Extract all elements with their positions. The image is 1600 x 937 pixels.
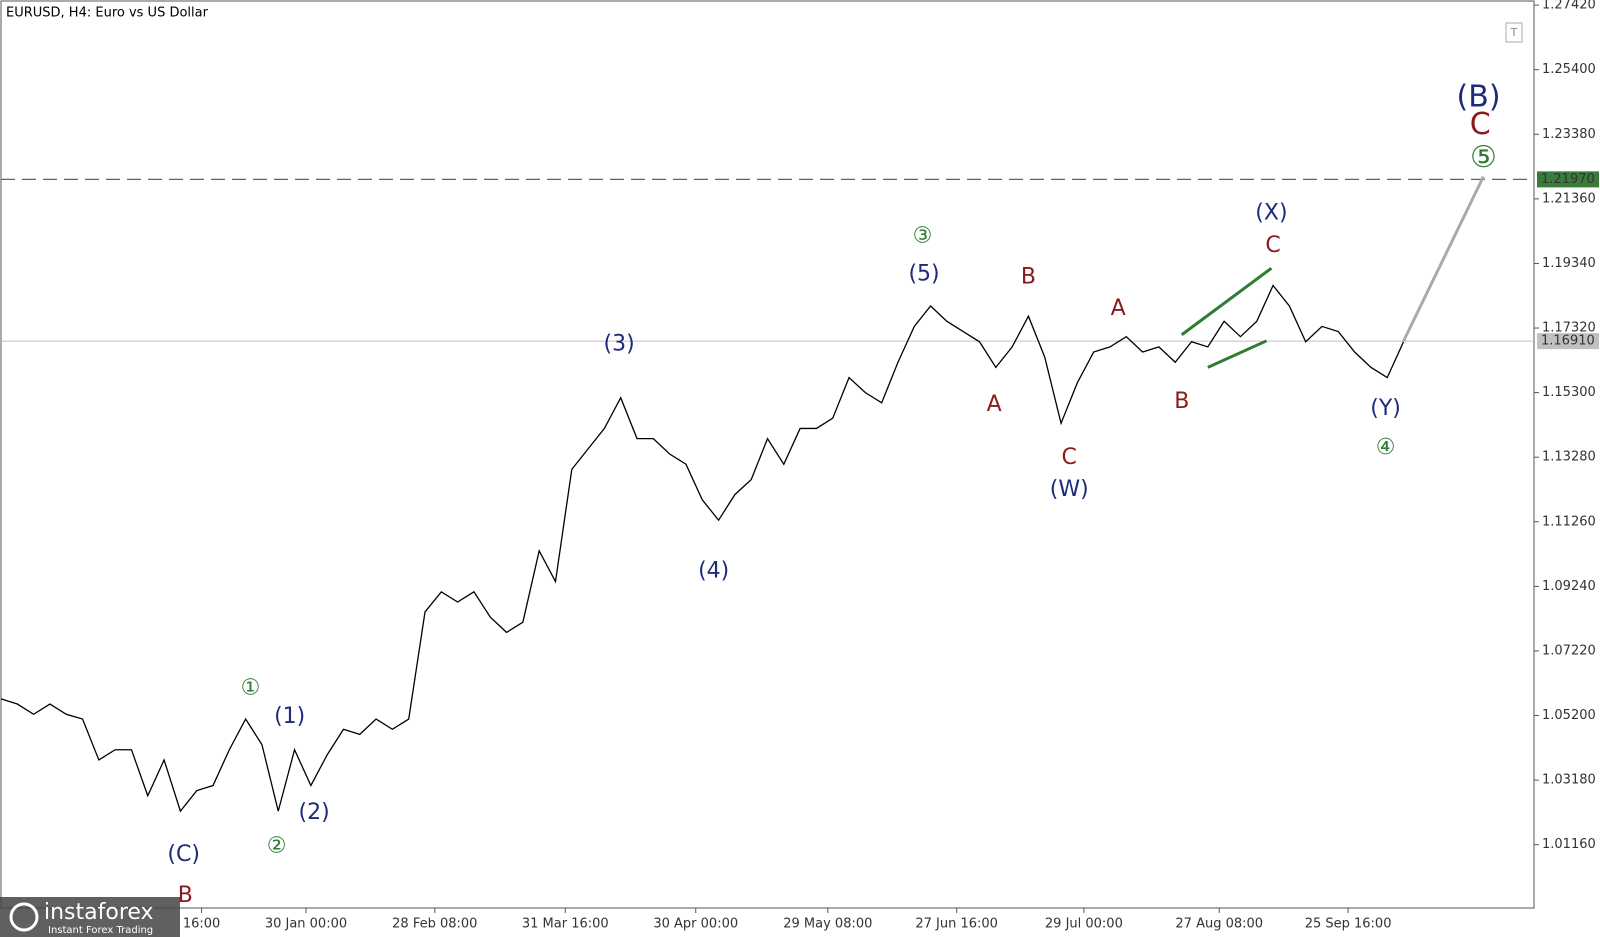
wave-label: C — [1265, 233, 1280, 258]
y-tick-label: 1.15300 — [1542, 385, 1596, 400]
x-tick-label: 29 Jul 00:00 — [1045, 917, 1123, 932]
y-tick-label: 1.09240 — [1542, 579, 1596, 594]
price-level-tag — [1537, 333, 1599, 350]
wave-label: ① — [241, 676, 261, 701]
y-tick-label: 1.11260 — [1542, 514, 1596, 529]
y-tick-label: 1.03180 — [1542, 773, 1596, 788]
x-tick-label: 25 Sep 16:00 — [1305, 917, 1392, 932]
y-tick-label: 1.25400 — [1542, 62, 1596, 77]
price-level-label: 1.16910 — [1541, 334, 1595, 349]
wave-label: (C) — [167, 842, 200, 867]
wave-label: B — [1021, 265, 1036, 290]
wave-label: B — [178, 883, 193, 908]
wave-label: (2) — [299, 800, 330, 825]
watermark: instaforex Instant Forex Trading — [0, 897, 180, 937]
wave-label: (B) — [1457, 79, 1501, 114]
y-tick-label: 1.07220 — [1542, 643, 1596, 658]
y-tick-label: 1.19340 — [1542, 256, 1596, 271]
trend-line — [1207, 339, 1268, 369]
price-line — [0, 284, 1405, 813]
wave-label: ③ — [913, 224, 933, 249]
y-tick-label: 1.05200 — [1542, 708, 1596, 723]
axes: 1.01160 1.03180 1.05200 1.07220 1.09240 1.112… — [183, 0, 1599, 932]
x-tick-label: 16:00 — [183, 917, 220, 932]
x-tick-label: 30 Apr 00:00 — [653, 917, 738, 932]
wave-label: (4) — [698, 558, 729, 583]
toolbar-icon[interactable]: T — [1510, 26, 1518, 39]
y-tick-label: 1.17320 — [1542, 321, 1596, 336]
watermark-tagline: Instant Forex Trading — [48, 925, 153, 936]
wave-label: C — [1062, 445, 1077, 470]
price-level-label: 1.21970 — [1541, 172, 1595, 187]
watermark-bg — [0, 897, 180, 937]
price-level-tag — [1537, 171, 1599, 188]
x-tick-label: 31 Mar 16:00 — [522, 917, 609, 932]
plot-frame — [0, 0, 1535, 909]
wave-label: (X) — [1255, 200, 1287, 225]
wave-label: (Y) — [1370, 396, 1401, 421]
wave-label: (3) — [604, 332, 635, 357]
wave-label: (1) — [274, 704, 305, 729]
x-tick-label: 30 Jan 00:00 — [265, 917, 347, 932]
projection-line — [1402, 175, 1485, 342]
wave-label: A — [1111, 296, 1126, 321]
toolbar-button[interactable] — [1505, 22, 1523, 43]
y-tick-label: 1.27420 — [1542, 0, 1596, 13]
wave-label: B — [1174, 389, 1189, 414]
wave-label: ④ — [1376, 435, 1396, 460]
y-tick-label: 1.01160 — [1542, 837, 1596, 852]
trend-line — [1180, 267, 1273, 336]
wave-label: ② — [267, 834, 287, 859]
watermark-brand: instaforex — [44, 900, 154, 925]
y-tick-label: 1.13280 — [1542, 450, 1596, 465]
watermark-logo — [9, 902, 39, 932]
x-tick-label: 27 Jun 16:00 — [915, 917, 998, 932]
x-tick-label: 29 May 08:00 — [783, 917, 872, 932]
y-tick-label: 1.21360 — [1542, 191, 1596, 206]
wave-label: A — [987, 392, 1002, 417]
wave-label: C — [1470, 107, 1491, 142]
chart-title: EURUSD, H4: Euro vs US Dollar — [6, 6, 209, 21]
x-tick-label: 28 Feb 08:00 — [392, 917, 477, 932]
y-tick-label: 1.23380 — [1542, 127, 1596, 142]
x-tick-label: 27 Aug 08:00 — [1175, 917, 1263, 932]
plot: (C) B ① (1) ② (2) (3) (4) ③ (5) A B C (W) A B (X) C (Y) ④ (B… — [0, 79, 1534, 908]
wave-label: ⑤ — [1470, 140, 1497, 175]
wave-label: (5) — [908, 261, 939, 286]
wave-label: (W) — [1050, 477, 1089, 502]
